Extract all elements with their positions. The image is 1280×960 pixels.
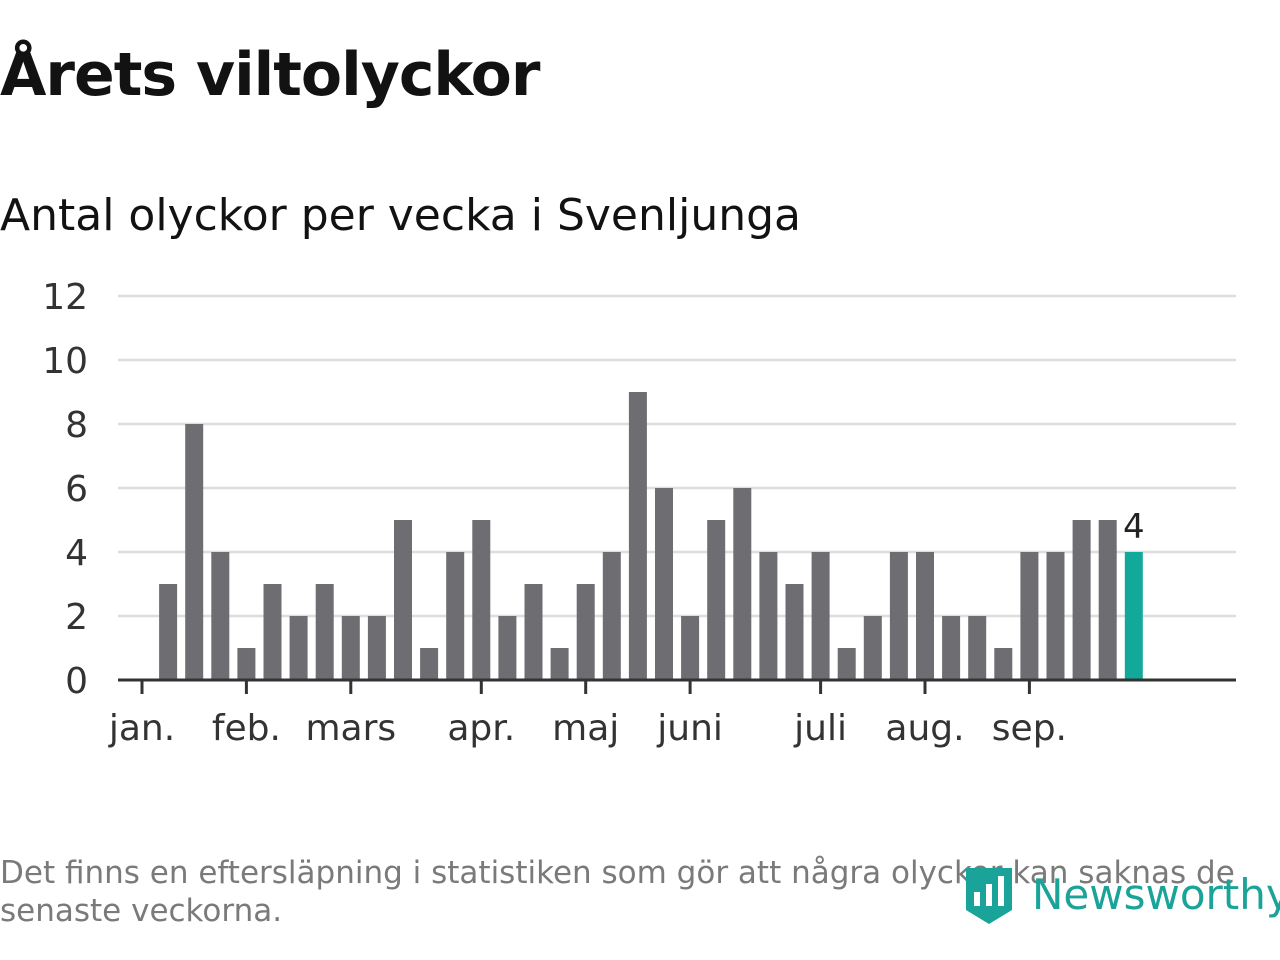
bar [1046, 552, 1065, 680]
y-tick-label: 2 [65, 597, 88, 638]
bar-chart: 0 2 4 6 8 10 12 4 jan. feb. mars apr. maj juni juli aug… [42, 277, 1236, 749]
bar [159, 584, 178, 680]
bar [785, 584, 804, 680]
x-tick-label: jan. [108, 708, 175, 749]
bar [315, 584, 334, 680]
y-tick-label: 0 [65, 661, 88, 702]
bar [446, 552, 465, 680]
footnote: Det finns en eftersläpning i statistiken… [0, 855, 1235, 929]
bar [367, 616, 386, 680]
bar [237, 648, 256, 680]
bar [681, 616, 700, 680]
x-tick-label: juli [793, 708, 847, 749]
bar [968, 616, 987, 680]
bar [628, 392, 647, 680]
x-tick-label: maj [552, 708, 619, 749]
y-tick-label: 12 [42, 277, 88, 318]
y-tick-label: 4 [65, 533, 88, 574]
bar [1020, 552, 1039, 680]
bar [289, 616, 308, 680]
bar [341, 616, 360, 680]
bar [994, 648, 1013, 680]
bar [655, 488, 673, 680]
chart-subtitle: Antal olyckor per vecka i Svenljunga [0, 190, 801, 241]
newsworthy-logo-icon [966, 868, 1012, 924]
bar [837, 648, 856, 680]
bar [420, 648, 439, 680]
bar [811, 552, 830, 680]
y-tick-label: 8 [65, 405, 88, 446]
bar [889, 552, 908, 680]
bar [498, 616, 517, 680]
bar [394, 520, 412, 680]
newsworthy-logo: Newsworthy [962, 862, 1280, 926]
bar [707, 520, 726, 680]
x-tick-label: feb. [212, 708, 281, 749]
x-tick-label: sep. [992, 708, 1067, 749]
bar [759, 552, 778, 680]
bar [1072, 520, 1091, 680]
bar [472, 520, 491, 680]
x-tick-label: apr. [447, 708, 515, 749]
bar [524, 584, 543, 680]
bar [916, 552, 934, 680]
bar [863, 616, 882, 680]
bar-highlight [1124, 552, 1143, 680]
bar [263, 584, 282, 680]
y-tick-label: 6 [65, 469, 88, 510]
logo-text: Newsworthy [1032, 869, 1280, 919]
x-tick-label: aug. [885, 708, 964, 749]
bar [550, 648, 569, 680]
x-tick-label: mars [305, 708, 396, 749]
bar [733, 488, 752, 680]
y-tick-label: 10 [42, 341, 88, 382]
chart-title: Årets viltolyckor [0, 40, 540, 110]
highlight-data-label: 4 [1123, 507, 1145, 547]
bar [1098, 520, 1117, 680]
bar [576, 584, 595, 680]
bar [602, 552, 621, 680]
bar [185, 424, 204, 680]
bar [211, 552, 230, 680]
x-tick-label: juni [656, 708, 723, 749]
bar [942, 616, 961, 680]
